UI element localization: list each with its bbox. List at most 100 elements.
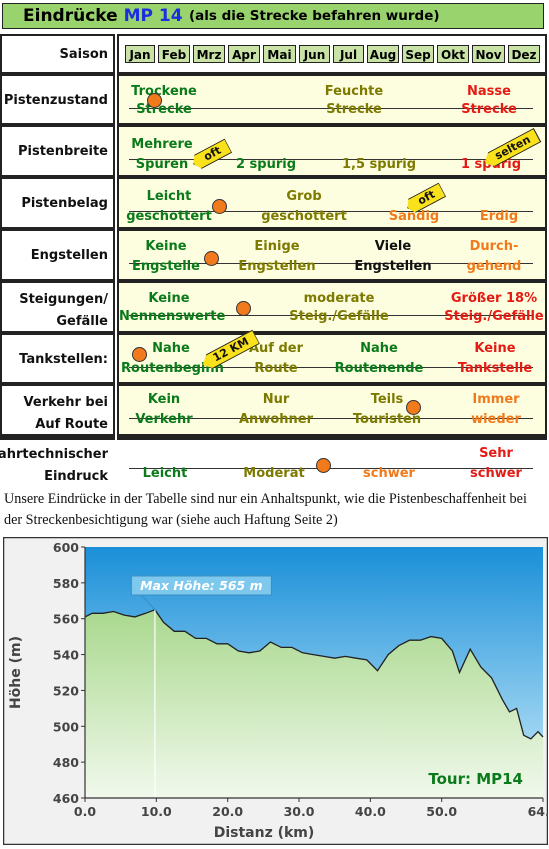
y-tick-label: 600 — [53, 540, 79, 555]
scale-option-text: Keine — [474, 341, 516, 356]
criteria-label-cell: Pistenbelag — [0, 177, 115, 229]
scale-option-text: Engstellen — [238, 259, 316, 274]
scale-option-text: Immer — [472, 392, 520, 407]
criteria-scale-cell: Keine Nennenswerte moderate Steig./Gefälle G… — [117, 281, 547, 333]
scale-option-text: Nennenswerte — [119, 309, 226, 324]
y-axis-label: Höhe (m) — [8, 636, 24, 709]
criteria-label-cell: Verkehr bei Auf Route — [0, 384, 115, 436]
scale-option-text: gehend — [466, 259, 522, 274]
criteria-label: Eindruck — [44, 469, 108, 484]
criteria-scale-cell: Kein Verkehr Nur Anwohner Teils Touristen Imme… — [117, 384, 547, 436]
scale-option-text: Strecke — [136, 102, 192, 117]
criteria-row-7: Verkehr bei Auf Route Kein Verkehr Nur Anwohn… — [0, 384, 549, 436]
max-height-box — [130, 575, 272, 596]
criteria-label-cell: Fahrtechnischer Eindruck — [0, 436, 115, 484]
x-tick-label: 30.0 — [284, 804, 315, 819]
month-aug: Aug — [367, 45, 399, 63]
scale-option-text: Feuchte — [324, 84, 384, 99]
tour-label: Tour: MP14 — [428, 770, 523, 788]
criteria-label: Steigungen/ — [19, 292, 108, 307]
scale-line — [129, 315, 533, 316]
scale-option-text: Sehr — [479, 446, 513, 461]
header-title-text: Eindrücke — [23, 6, 118, 26]
y-tick-label: 500 — [53, 719, 79, 734]
rating-marker — [316, 458, 331, 473]
scale-option-text: Engstelle — [132, 259, 200, 274]
rating-marker — [406, 400, 421, 415]
scale-option-text: Nahe — [360, 341, 398, 356]
saison-label: Saison — [59, 47, 108, 62]
criteria-label: Pistenbreite — [17, 144, 108, 159]
rating-marker — [204, 251, 219, 266]
scale-option-text: Nur — [262, 392, 290, 407]
criteria-scale-cell: Nahe Routenbeginn Auf der Route Nahe Routenen… — [117, 333, 547, 384]
month-okt: Okt — [437, 45, 469, 63]
scale-option-text: wieder — [471, 412, 521, 427]
scale-option-text: moderate — [303, 291, 375, 306]
scale-line — [129, 159, 533, 160]
criteria-row-6: Tankstellen: Nahe Routenbeginn Auf der Route… — [0, 333, 549, 384]
elevation-chart-svg: Max Höhe: 565 m 460 480 500 520 540 560 580 600 0… — [2, 536, 549, 846]
scale-option-text: Strecke — [326, 102, 382, 117]
x-tick-label: 0.0 — [74, 804, 96, 819]
criteria-row-5: Steigungen/Gefälle Keine Nennenswerte moder… — [0, 281, 549, 333]
header-tour-code: MP 14 — [123, 6, 183, 26]
x-axis-label: Distanz (km) — [214, 825, 315, 841]
criteria-label: Tankstellen: — [19, 352, 108, 367]
criteria-row-4: Engstellen Keine Engstelle Einige Engstellen… — [0, 229, 549, 281]
impressions-table: Saison Jan Feb Mrz Apr Mai Jun Jul Aug Sep Okt Nov D… — [0, 34, 549, 486]
criteria-label-cell: Tankstellen: — [0, 333, 115, 384]
scale-option-text: Einige — [254, 239, 300, 254]
rating-marker — [132, 347, 147, 362]
scale-option-text: Grob — [286, 189, 322, 204]
x-tick-label: 40.0 — [355, 804, 386, 819]
y-tick-label: 460 — [53, 791, 79, 806]
scale-option-text: Keine — [145, 239, 187, 254]
table-caption: Unsere Eindrücke in der Tabelle sind nur… — [4, 491, 527, 528]
max-height-annotation: Max Höhe: 565 m — [140, 578, 263, 593]
criteria-row-1: Pistenzustand Trockene Strecke Feuchte Strec… — [0, 74, 549, 125]
scale-option-text: Teils — [370, 392, 404, 407]
month-apr: Apr — [228, 45, 260, 63]
rating-marker — [236, 301, 251, 316]
scale-option-text: Größer 18% — [450, 291, 538, 306]
criteria-label: Auf Route — [35, 417, 108, 432]
criteria-scale-cell: Leicht geschottert Grob geschottert Sandig Er… — [117, 177, 547, 229]
month-sep: Sep — [402, 45, 434, 63]
scale-option-text: 2 spurig — [235, 157, 297, 172]
scale-option-text: geschottert — [126, 209, 212, 224]
saison-months-cell: Jan Feb Mrz Apr Mai Jun Jul Aug Sep Okt Nov Dez — [117, 34, 547, 74]
x-tick-label: 20.0 — [212, 804, 243, 819]
criteria-label-cell: Pistenzustand — [0, 74, 115, 125]
scale-option-text: Engstellen — [354, 259, 432, 274]
criteria-scale-cell: Keine Engstelle Einige Engstellen Viele Engst… — [117, 229, 547, 281]
y-tick-label: 540 — [53, 648, 79, 663]
scale-line — [129, 211, 533, 212]
scale-option-text: Route — [254, 361, 298, 376]
saison-label-cell: Saison — [0, 34, 115, 74]
criteria-row-3: Pistenbelag Leicht geschottert Grob geschott… — [0, 177, 549, 229]
criteria-label: Pistenbelag — [21, 196, 108, 211]
criteria-label-cell: Steigungen/Gefälle — [0, 281, 115, 333]
x-tick-label: 10.0 — [141, 804, 172, 819]
x-tick-label: 50.0 — [426, 804, 457, 819]
elevation-line — [84, 609, 544, 740]
month-feb: Feb — [158, 45, 190, 63]
criteria-scale-cell: Leicht Moderat schwer Sehr schwer — [117, 436, 547, 481]
scale-option-text: Nasse — [467, 84, 511, 99]
scale-option-text: Erdig — [479, 209, 519, 224]
scale-option-text: Strecke — [461, 102, 517, 117]
max-height-pointer — [141, 594, 156, 611]
criteria-label: Gefälle — [56, 314, 108, 329]
scale-option-text: Anwohner — [239, 412, 313, 427]
scale-line — [129, 468, 533, 469]
month-dez: Dez — [508, 45, 540, 63]
header-title: Eindrücke MP 14 — [23, 6, 183, 26]
scale-option-text: Viele — [374, 239, 412, 254]
criteria-scale-cell: Trockene Strecke Feuchte Strecke Nasse Streck… — [117, 74, 547, 125]
scale-option-text: geschottert — [261, 209, 347, 224]
saison-row: Saison Jan Feb Mrz Apr Mai Jun Jul Aug Sep Okt Nov D… — [0, 34, 549, 74]
criteria-label: Verkehr bei — [23, 395, 108, 410]
criteria-label: Fahrtechnischer — [0, 447, 108, 462]
